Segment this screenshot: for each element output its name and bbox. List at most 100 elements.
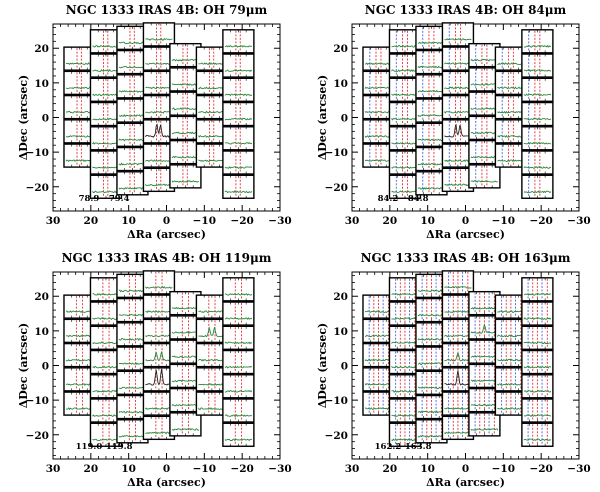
y-tick-label: −10 [26,395,49,407]
spectrum-trace [118,90,147,93]
spaxel-spectrum [388,174,422,199]
chart-panel-3: NGC 1333 IRAS 4B: OH 119μm 30 20 10 0 −10 −20 −… [17,251,292,489]
spaxel-spectrum [222,77,255,102]
spectrum-trace [523,438,552,442]
spectrum-trace [171,306,199,310]
spectrum-trace [118,162,147,166]
spaxel-box [222,126,255,151]
spaxel-spectrum [169,42,202,68]
spectrum-trace [198,110,226,114]
spectrum-trace [92,389,120,393]
spaxel-spectrum [521,277,554,302]
spaxel-spectrum [521,101,554,127]
x-tick-label: −30 [567,215,590,227]
x-tick-label: −10 [193,215,216,227]
spectrum-trace [444,86,472,90]
spectrum-trace [145,183,173,187]
x-tick-label: −20 [230,215,253,227]
y-tick-label: 10 [34,326,49,338]
spectrum-trace [470,155,498,159]
spaxel-box [222,301,255,326]
spectrum-trace [145,334,173,338]
spectrum-trace [444,407,472,411]
spaxel-box [222,277,255,302]
spaxel-spectrum [116,322,149,347]
spectrum-trace [118,289,147,293]
spaxel-spectrum [222,174,255,199]
spaxel-box [142,270,176,295]
spectrum-trace [145,86,173,90]
y-axis-label: ΔDec (arcsec) [17,323,30,409]
y-tick-label: 10 [34,78,49,90]
spectrum-trace [118,65,147,69]
spectrum-trace [145,37,173,41]
spectrum-trace [470,131,498,135]
spectrum-trace [523,141,552,145]
spectrum-trace [118,138,147,142]
spectrum-trace [470,107,498,111]
spaxel-spectrum [116,370,149,396]
spectrum-trace [145,431,173,435]
spaxel-spectrum [468,387,501,413]
spaxel-spectrum [116,146,149,172]
spectrum-trace [66,62,94,65]
spaxel-spectrum [169,315,202,340]
spaxel-spectrum [468,164,501,189]
x-axis-label: ΔRa (arcsec) [426,228,505,241]
spaxel-spectrum [388,150,422,175]
x-tick-label: −20 [529,463,552,475]
spectrum-trace [444,183,472,187]
spectrum-trace [198,358,226,362]
spaxel-spectrum [222,325,255,350]
x-tick-label: −20 [230,463,253,475]
spaxel-spectrum [468,139,501,165]
spaxel-spectrum [388,374,422,399]
spectrum-trace [198,62,226,66]
spaxel-spectrum [415,273,448,299]
spectrum-trace [523,316,552,321]
y-tick-label: 0 [42,361,49,373]
spaxel-spectrum [441,270,475,295]
spaxel-spectrum [63,119,96,144]
spaxel-spectrum [441,70,475,96]
spectrum-trace [391,190,419,194]
y-tick-label: 0 [42,113,49,125]
spaxel-spectrum [441,22,475,47]
spectrum-trace [497,407,525,410]
spectrum-trace [364,334,392,338]
spaxel-spectrum [468,339,501,364]
spaxel-box [521,150,554,175]
spectrum-trace [65,86,94,90]
spaxel-spectrum [89,422,123,447]
spectrum-trace [497,86,525,90]
spectrum-trace [417,314,446,317]
spaxel-spectrum [195,318,229,344]
spectrum-trace [171,331,199,334]
spaxel-spectrum [521,374,554,399]
spectrum-trace [145,310,173,314]
spectrum-trace [497,310,525,314]
wavelength-label: 84.8 [408,194,429,204]
x-tick-label: 0 [163,215,170,227]
spectrum-trace [444,431,472,435]
spectrum-trace [224,292,253,296]
spaxel-box [222,150,255,175]
spectrum-trace [417,65,446,69]
x-axis-label: ΔRa (arcsec) [426,476,505,489]
spectrum-trace [224,341,253,345]
x-tick-label: −10 [193,463,216,475]
spaxel-spectrum [494,94,528,120]
spectrum-trace [523,166,552,169]
spectrum-trace [470,428,499,431]
spectrum-trace [145,110,173,114]
spaxel-spectrum [362,294,395,319]
spaxel-spectrum [415,146,448,172]
y-axis-label: ΔDec (arcsec) [316,323,329,409]
spaxel-spectrum [142,270,176,295]
spectrum-trace [92,141,120,145]
spaxel-spectrum [388,422,422,447]
spaxel-spectrum [415,394,448,420]
spaxel-spectrum [222,53,255,78]
spaxel-spectrum [222,374,255,399]
spectrum-trace [417,338,446,341]
